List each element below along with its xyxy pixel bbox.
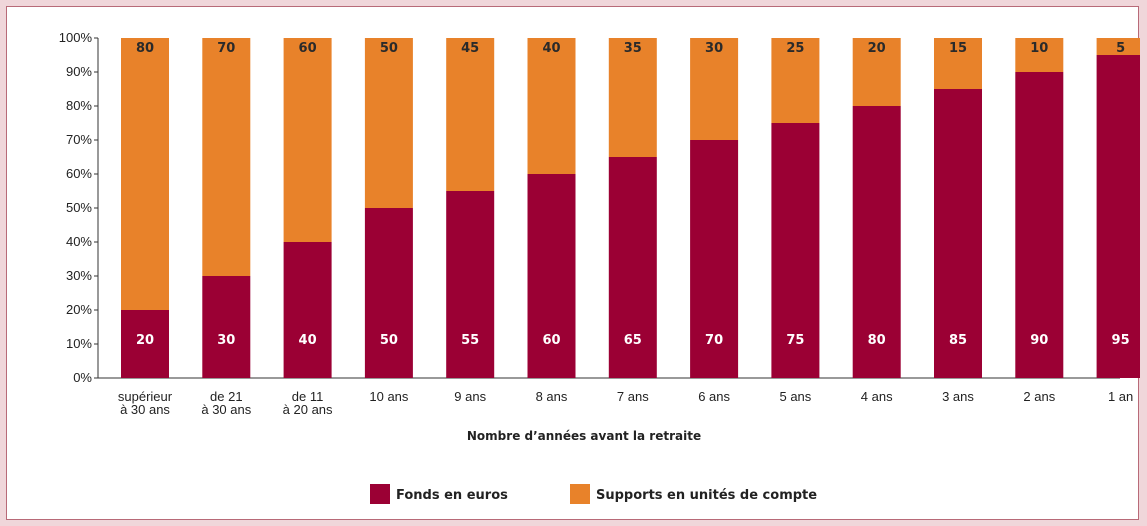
y-axis: 0% 10% 20% 30% 40% 50% 60% 70% 80% 90% 100%	[59, 30, 1120, 385]
y-tick-label: 100%	[59, 30, 93, 45]
data-label-supports-uc: 15	[949, 41, 967, 56]
x-category-label: 8 ans	[536, 389, 568, 404]
data-label-supports-uc: 60	[299, 41, 317, 56]
x-axis-title: Nombre d’années avant la retraite	[467, 429, 701, 443]
x-category-label: 6 ans	[698, 389, 730, 404]
bar-fonds-euros	[771, 123, 820, 378]
x-category-label: 5 ans	[779, 389, 811, 404]
bar-supports-uc	[202, 38, 251, 276]
data-label-supports-uc: 30	[705, 41, 723, 56]
chart-svg: 0% 10% 20% 30% 40% 50% 60% 70% 80% 90% 100% 20 80 30…	[59, 30, 1140, 504]
data-label-fonds-euros: 20	[136, 333, 154, 348]
x-category-label: 4 ans	[861, 389, 893, 404]
chart-frame: 0% 10% 20% 30% 40% 50% 60% 70% 80% 90% 100% 20 80 30…	[6, 6, 1140, 520]
y-tick-label: 40%	[66, 234, 92, 249]
x-category-label: 2 ans	[1023, 389, 1055, 404]
bar-fonds-euros	[1096, 55, 1140, 378]
x-category-label: de 21	[210, 389, 243, 404]
legend-swatch-supports-uc	[570, 484, 590, 504]
data-label-fonds-euros: 60	[542, 333, 560, 348]
legend-label-supports-uc: Supports en unités de compte	[596, 488, 817, 503]
bar-fonds-euros	[121, 310, 169, 378]
data-label-fonds-euros: 85	[949, 333, 967, 348]
data-label-supports-uc: 45	[461, 41, 479, 56]
data-label-supports-uc: 20	[868, 41, 886, 56]
bar-supports-uc	[771, 38, 820, 123]
bar-supports-uc	[608, 38, 657, 157]
bar-fonds-euros	[690, 140, 739, 378]
bar-supports-uc	[446, 38, 495, 191]
x-category-label: supérieur	[118, 389, 173, 404]
y-tick-label: 0%	[73, 370, 92, 385]
y-tick-label: 10%	[66, 336, 92, 351]
data-label-supports-uc: 70	[217, 41, 235, 56]
data-label-fonds-euros: 55	[461, 333, 479, 348]
bar-fonds-euros	[446, 191, 495, 378]
bar-fonds-euros	[364, 208, 413, 378]
bar-supports-uc	[527, 38, 576, 174]
bar-fonds-euros	[202, 276, 251, 378]
data-label-fonds-euros: 90	[1030, 333, 1048, 348]
data-label-fonds-euros: 40	[299, 333, 317, 348]
bar-supports-uc	[690, 38, 739, 140]
legend-swatch-fonds-euros	[370, 484, 390, 504]
x-category-label: à 30 ans	[120, 402, 170, 417]
y-tick-label: 70%	[66, 132, 92, 147]
bar-supports-uc	[121, 38, 169, 310]
y-tick-label: 50%	[66, 200, 92, 215]
bar-fonds-euros	[1015, 72, 1064, 378]
x-category-label: 9 ans	[454, 389, 486, 404]
x-category-label: 3 ans	[942, 389, 974, 404]
data-label-supports-uc: 50	[380, 41, 398, 56]
data-label-supports-uc: 5	[1116, 41, 1125, 56]
data-label-supports-uc: 40	[542, 41, 560, 56]
x-category-label: 1 an	[1108, 389, 1133, 404]
data-label-supports-uc: 10	[1030, 41, 1048, 56]
y-tick-label: 80%	[66, 98, 92, 113]
bars: 20 80 30 70 40 60 50 50 55 45 60 40 65 35 70 30 75 25 80 20…	[121, 38, 1140, 378]
y-tick-label: 20%	[66, 302, 92, 317]
data-label-fonds-euros: 75	[786, 333, 804, 348]
x-category-label: à 30 ans	[201, 402, 251, 417]
bar-supports-uc	[283, 38, 332, 242]
data-label-fonds-euros: 80	[868, 333, 886, 348]
data-label-fonds-euros: 50	[380, 333, 398, 348]
x-category-label: 10 ans	[369, 389, 409, 404]
legend-label-fonds-euros: Fonds en euros	[396, 488, 508, 503]
x-category-label: à 20 ans	[283, 402, 333, 417]
bar-supports-uc	[934, 38, 982, 89]
bar-fonds-euros	[608, 157, 657, 378]
bar-fonds-euros	[934, 89, 982, 378]
data-label-fonds-euros: 70	[705, 333, 723, 348]
bar-fonds-euros	[527, 174, 576, 378]
bar-fonds-euros	[852, 106, 901, 378]
bar-supports-uc	[1015, 38, 1064, 72]
legend: Fonds en euros Supports en unités de comp…	[370, 484, 817, 504]
x-category-label: 7 ans	[617, 389, 649, 404]
y-tick-label: 30%	[66, 268, 92, 283]
bar-supports-uc	[1096, 38, 1140, 55]
data-label-fonds-euros: 65	[624, 333, 642, 348]
bar-supports-uc	[364, 38, 413, 208]
y-tick-label: 60%	[66, 166, 92, 181]
data-label-supports-uc: 35	[624, 41, 642, 56]
data-label-supports-uc: 80	[136, 41, 154, 56]
bar-fonds-euros	[283, 242, 332, 378]
data-label-fonds-euros: 30	[217, 333, 235, 348]
y-tick-label: 90%	[66, 64, 92, 79]
bar-supports-uc	[852, 38, 901, 106]
x-category-label: de 11	[292, 389, 324, 404]
data-label-fonds-euros: 95	[1112, 333, 1130, 348]
data-label-supports-uc: 25	[786, 41, 804, 56]
